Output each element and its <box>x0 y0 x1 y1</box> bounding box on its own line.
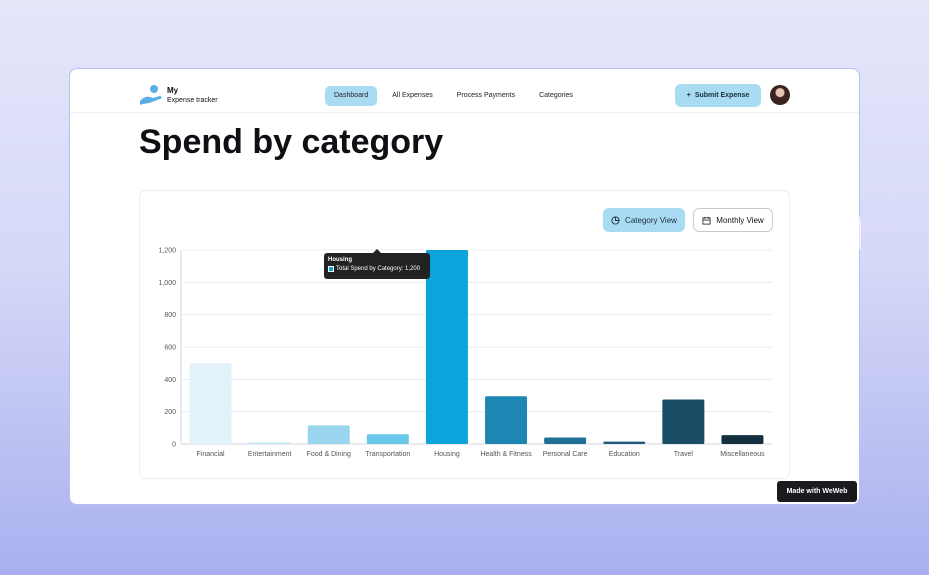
tooltip-text: Total Spend by Category: 1,200 <box>336 266 421 272</box>
y-tick-label: 0 <box>172 442 176 449</box>
submit-expense-button[interactable]: + Submit Expense <box>675 84 761 107</box>
x-tick-label: Food & Dining <box>307 451 351 458</box>
nav-all-expenses[interactable]: All Expenses <box>392 92 433 99</box>
y-tick-label: 800 <box>164 312 176 319</box>
bar-personal-care[interactable] <box>544 437 587 444</box>
bar-chart: 0 200 400 600 800 1,000 1,200 Financial Entertai… <box>158 248 772 458</box>
tooltip-swatch <box>328 266 334 272</box>
x-tick-label: Entertainment <box>248 451 292 458</box>
top-navbar: My Expense tracker Dashboard All Expense… <box>70 69 859 113</box>
bar-transportation[interactable] <box>366 434 409 444</box>
tooltip-row: Total Spend by Category: 1,200 <box>328 266 426 272</box>
x-tick-label: Travel <box>674 451 694 458</box>
y-tick-label: 400 <box>164 377 176 384</box>
x-tick-label: Financial <box>197 451 225 458</box>
y-tick-label: 200 <box>164 409 176 416</box>
x-tick-label: Housing <box>434 451 460 458</box>
tooltip-arrow <box>373 249 381 253</box>
app-window: My Expense tracker Dashboard All Expense… <box>69 68 860 505</box>
logo-title: My <box>167 86 179 95</box>
bar-travel[interactable] <box>662 399 705 444</box>
avatar[interactable] <box>770 85 790 105</box>
logo-subtitle: Expense tracker <box>167 97 218 104</box>
x-tick-label: Transportation <box>365 451 410 458</box>
y-tick-label: 600 <box>164 345 176 352</box>
bar-financial[interactable] <box>189 363 232 444</box>
calendar-icon <box>702 216 711 225</box>
page-title: Spend by category <box>139 123 444 161</box>
nav-dashboard[interactable]: Dashboard <box>325 86 378 106</box>
chart-tooltip: Housing Total Spend by Category: 1,200 <box>324 249 430 279</box>
submit-expense-label: Submit Expense <box>694 92 750 99</box>
main-nav: Dashboard All Expenses Process Payments … <box>325 86 582 106</box>
nav-categories[interactable]: Categories <box>539 92 573 99</box>
bar-miscellaneous[interactable] <box>721 435 764 444</box>
y-tick-label: 1,000 <box>158 280 176 287</box>
category-view-button[interactable]: Category View <box>603 208 685 232</box>
bar-education[interactable] <box>603 441 646 444</box>
edge-glow <box>847 214 861 252</box>
bar-food-dining[interactable] <box>307 425 350 444</box>
monthly-view-label: Monthly View <box>716 215 764 225</box>
x-tick-label: Personal Care <box>543 451 588 458</box>
bar-housing[interactable] <box>425 250 468 444</box>
plus-icon: + <box>686 92 691 99</box>
nav-process-payments[interactable]: Process Payments <box>456 92 516 99</box>
chart-card: Category View Monthly View 0 200 400 600 800… <box>139 190 790 479</box>
logo-text: My Expense tracker <box>167 86 218 106</box>
monthly-view-button[interactable]: Monthly View <box>693 208 773 232</box>
tooltip-title: Housing <box>328 257 352 263</box>
x-tick-label: Miscellaneous <box>720 451 765 458</box>
y-tick-label: 1,200 <box>158 248 176 255</box>
made-with-weweb-badge[interactable]: Made with WeWeb <box>777 481 857 502</box>
pie-chart-icon <box>611 215 620 225</box>
category-view-label: Category View <box>625 215 677 225</box>
x-tick-label: Education <box>609 451 640 458</box>
bar-entertainment[interactable] <box>248 442 291 444</box>
logo-icon[interactable] <box>139 84 163 106</box>
bar-health-fitness[interactable] <box>485 396 528 444</box>
x-tick-label: Health & Fitness <box>480 451 532 458</box>
